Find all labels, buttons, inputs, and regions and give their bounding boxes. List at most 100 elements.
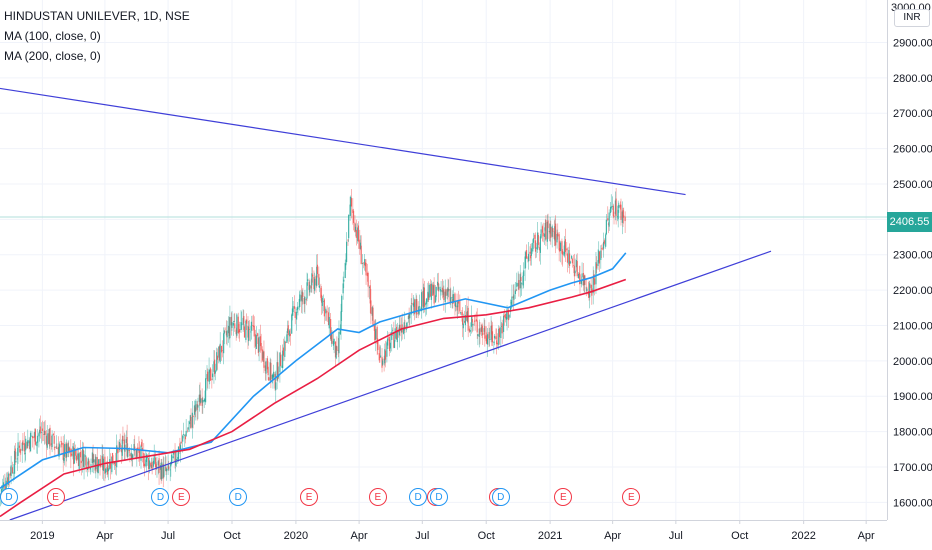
- candle-body: [546, 221, 548, 242]
- dividend-marker[interactable]: D: [0, 488, 18, 506]
- dividend-marker[interactable]: D: [229, 488, 248, 506]
- candle-body: [332, 341, 335, 346]
- candle-body: [427, 293, 430, 300]
- candle-body: [523, 270, 525, 277]
- candle-body: [111, 456, 113, 473]
- candle-body: [475, 319, 478, 322]
- candle-body: [336, 346, 338, 351]
- earnings-marker[interactable]: E: [554, 488, 573, 506]
- candle-body: [59, 444, 61, 448]
- candle-body: [430, 284, 432, 297]
- candle-body: [132, 454, 134, 460]
- candle-body: [608, 212, 610, 227]
- candle-body: [9, 474, 11, 476]
- candle-body: [404, 325, 406, 328]
- candle-body: [512, 296, 514, 299]
- candle-body: [491, 325, 493, 335]
- candle-body: [464, 315, 466, 326]
- candle-body: [207, 371, 209, 382]
- dividend-marker[interactable]: D: [151, 488, 170, 506]
- candle-body: [133, 444, 135, 452]
- candle-body: [51, 434, 53, 448]
- candle-body: [433, 284, 435, 304]
- ma100-legend[interactable]: MA (100, close, 0): [4, 29, 101, 43]
- candle-body: [112, 462, 114, 464]
- candle-body: [177, 446, 180, 460]
- candle-body: [54, 447, 56, 449]
- candle-body: [487, 334, 489, 345]
- candle-body: [259, 336, 262, 347]
- trendline-resistance: [0, 87, 686, 196]
- candle-body: [273, 371, 275, 378]
- candle-body: [432, 284, 434, 296]
- currency-badge[interactable]: INR: [894, 9, 930, 27]
- candle-body: [447, 288, 449, 292]
- candle-body: [530, 248, 532, 256]
- candle-body: [537, 235, 539, 245]
- candle-body: [232, 322, 234, 326]
- candle-body: [61, 442, 63, 445]
- candle-body: [579, 274, 581, 285]
- candle-body: [148, 460, 150, 469]
- candle-body: [405, 328, 407, 330]
- dividend-marker[interactable]: D: [491, 488, 510, 506]
- candle-body: [93, 459, 95, 463]
- candle-body: [521, 283, 523, 285]
- candle-body: [316, 264, 319, 275]
- earnings-marker[interactable]: E: [172, 488, 191, 506]
- candle-body: [24, 452, 26, 454]
- candle-body: [245, 319, 248, 324]
- earnings-marker[interactable]: E: [46, 488, 65, 506]
- candle-body: [91, 452, 93, 464]
- candle-body: [398, 331, 400, 333]
- candle-body: [190, 416, 192, 428]
- candle-body: [291, 308, 294, 316]
- y-tick-label: 1800.00: [893, 427, 932, 439]
- candle-body: [38, 433, 40, 437]
- candle-body: [196, 404, 198, 410]
- candle-body: [534, 240, 537, 252]
- candle-body: [350, 198, 353, 207]
- earnings-marker[interactable]: E: [368, 488, 387, 506]
- candle-body: [391, 331, 393, 340]
- y-tick-label: 2300.00: [893, 250, 932, 262]
- ma200-legend[interactable]: MA (200, close, 0): [4, 49, 101, 63]
- candle-body: [571, 258, 573, 264]
- dividend-marker[interactable]: D: [429, 488, 448, 506]
- earnings-marker[interactable]: E: [300, 488, 319, 506]
- candle-body: [245, 320, 247, 340]
- candle-body: [304, 296, 306, 304]
- candle-body: [408, 313, 410, 319]
- candle-body: [462, 318, 464, 325]
- x-tick-label: Oct: [478, 530, 495, 542]
- candle-body: [36, 441, 38, 447]
- candle-body: [50, 443, 53, 445]
- candle-body: [617, 209, 619, 220]
- candle-body: [85, 457, 87, 469]
- candle-body: [286, 328, 289, 334]
- candle-body: [95, 456, 97, 470]
- symbol-title[interactable]: HINDUSTAN UNILEVER, 1D, NSE: [4, 9, 190, 23]
- candle-body: [549, 223, 551, 234]
- candle-body: [472, 324, 474, 326]
- candle-body: [365, 262, 367, 276]
- candle-body: [607, 223, 610, 225]
- candle-body: [539, 247, 541, 251]
- candle-body: [229, 317, 231, 339]
- candle-body: [77, 453, 80, 467]
- candle-body: [554, 226, 556, 241]
- candle-body: [624, 216, 626, 222]
- candle-body: [158, 458, 160, 473]
- candle-body: [402, 328, 405, 334]
- candle-body: [605, 219, 607, 235]
- candle-body: [318, 285, 321, 288]
- candle-body: [277, 362, 279, 380]
- candle-body: [163, 465, 165, 477]
- candle-body: [339, 329, 341, 335]
- candle-body: [211, 373, 214, 378]
- candle-body: [139, 450, 141, 458]
- candle-body: [73, 447, 75, 465]
- candle-body: [65, 443, 67, 458]
- earnings-marker[interactable]: E: [622, 488, 641, 506]
